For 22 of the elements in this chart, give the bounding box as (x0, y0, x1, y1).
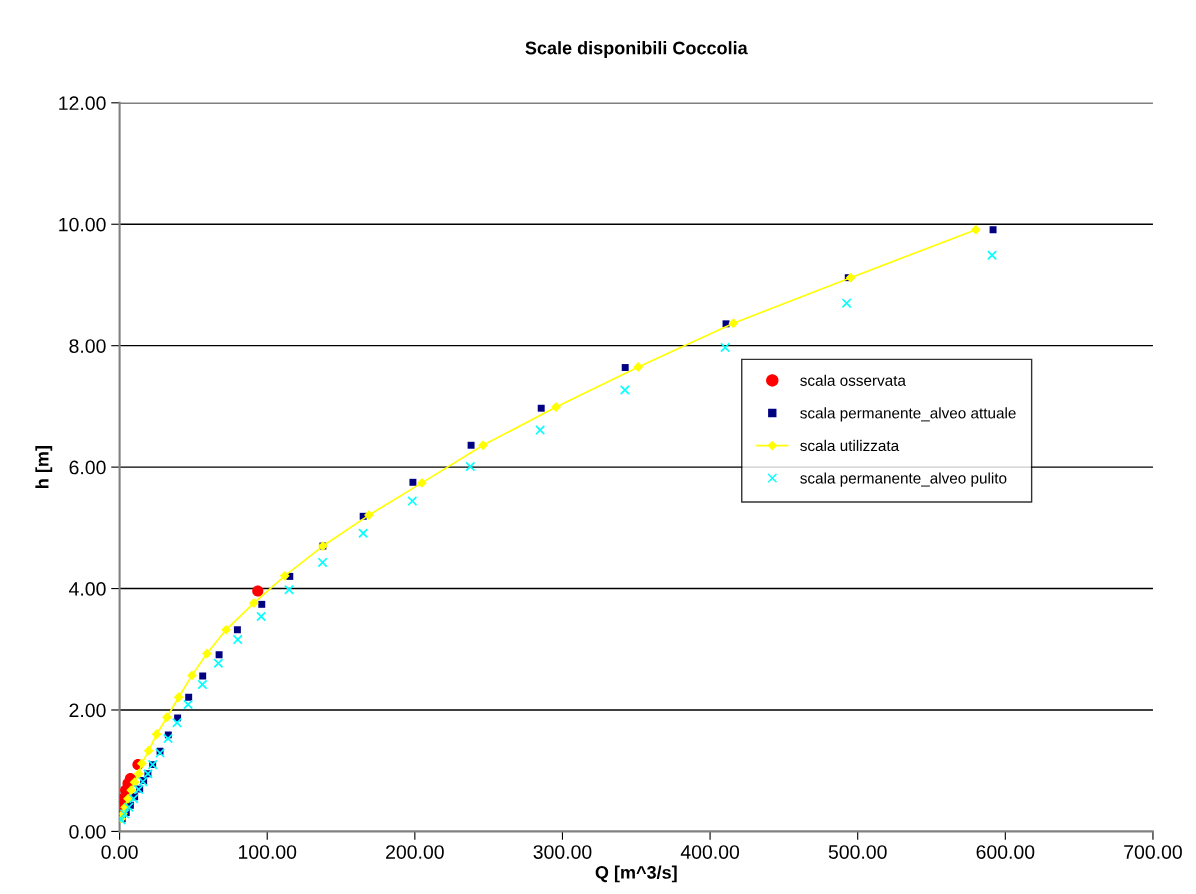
x-tick-label: 600.00 (976, 845, 1035, 859)
chart-title: Scale disponibili Coccolia (525, 41, 748, 58)
x-tick-label: 200.00 (386, 845, 444, 859)
y-tick-label: 4.00 (69, 582, 106, 596)
y-tick-label: 8.00 (69, 339, 106, 353)
x-tick-label: 300.00 (533, 845, 592, 859)
x-tick-label: 0.00 (101, 845, 138, 859)
x-tick-label: 400.00 (680, 845, 740, 859)
x-tick-label: 700.00 (1124, 845, 1182, 859)
y-tick-label: 6.00 (69, 460, 106, 475)
y-tick-label: 2.00 (69, 703, 106, 718)
legend-label: scala utilizzata (800, 439, 900, 452)
y-tick-label: 12.00 (59, 96, 106, 111)
y-tick-label: 0.00 (69, 824, 106, 839)
x-tick-label: 100.00 (238, 845, 297, 859)
y-axis-title: h [m] (35, 446, 53, 488)
legend-label: scala permanente_alveo attuale (800, 407, 1016, 422)
legend-label: scala osservata (800, 374, 906, 386)
x-axis-title: Q [m^3/s] (595, 865, 677, 883)
legend-label: scala permanente_alveo pulito (800, 472, 1007, 487)
x-tick-label: 500.00 (828, 845, 887, 859)
y-tick-label: 10.00 (59, 217, 106, 232)
